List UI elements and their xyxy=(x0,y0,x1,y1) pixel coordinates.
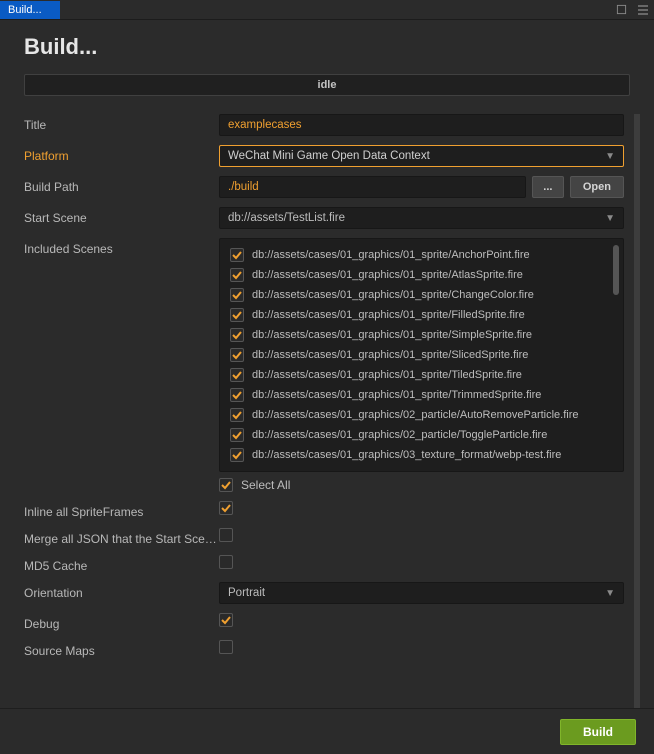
tab-label: Build... xyxy=(8,4,42,16)
scene-item[interactable]: db://assets/cases/01_graphics/01_sprite/… xyxy=(230,245,617,265)
select-all-checkbox[interactable] xyxy=(219,478,233,492)
scene-item-path: db://assets/cases/01_graphics/01_sprite/… xyxy=(252,389,541,401)
label-md5-cache: MD5 Cache xyxy=(24,555,219,573)
md5-cache-checkbox[interactable] xyxy=(219,555,233,569)
scene-item[interactable]: db://assets/cases/01_graphics/01_sprite/… xyxy=(230,345,617,365)
scene-item-path: db://assets/cases/01_graphics/01_sprite/… xyxy=(252,249,530,261)
scene-item-path: db://assets/cases/01_graphics/02_particl… xyxy=(252,429,547,441)
scene-item[interactable]: db://assets/cases/01_graphics/01_sprite/… xyxy=(230,305,617,325)
row-platform: Platform WeChat Mini Game Open Data Cont… xyxy=(24,145,624,167)
titlebar: Build... xyxy=(0,0,654,20)
scene-item[interactable]: db://assets/cases/01_graphics/02_particl… xyxy=(230,405,617,425)
row-included-scenes: Included Scenes db://assets/cases/01_gra… xyxy=(24,238,624,492)
status-bar: idle xyxy=(24,74,630,96)
scene-item[interactable]: db://assets/cases/01_graphics/01_sprite/… xyxy=(230,285,617,305)
open-button[interactable]: Open xyxy=(570,176,624,198)
row-source-maps: Source Maps xyxy=(24,640,624,658)
orientation-value: Portrait xyxy=(228,587,265,599)
title-input[interactable] xyxy=(219,114,624,136)
scene-item-checkbox[interactable] xyxy=(230,268,244,282)
scene-item[interactable]: db://assets/cases/01_graphics/01_sprite/… xyxy=(230,365,617,385)
label-start-scene: Start Scene xyxy=(24,207,219,225)
scene-item-path: db://assets/cases/01_graphics/02_particl… xyxy=(252,409,579,421)
row-start-scene: Start Scene db://assets/TestList.fire ▼ xyxy=(24,207,624,229)
chevron-down-icon: ▼ xyxy=(605,213,615,224)
row-debug: Debug xyxy=(24,613,624,631)
build-window: Build... Build... idle Title Platform We… xyxy=(0,0,654,754)
scene-item-path: db://assets/cases/01_graphics/01_sprite/… xyxy=(252,329,532,341)
debug-checkbox[interactable] xyxy=(219,613,233,627)
scene-item-checkbox[interactable] xyxy=(230,348,244,362)
scene-item-checkbox[interactable] xyxy=(230,288,244,302)
scene-item-checkbox[interactable] xyxy=(230,328,244,342)
row-title: Title xyxy=(24,114,624,136)
browse-button[interactable]: ... xyxy=(532,176,564,198)
row-merge-json: Merge all JSON that the Start Scen... xyxy=(24,528,624,546)
window-tab[interactable]: Build... xyxy=(0,1,60,19)
scene-item-checkbox[interactable] xyxy=(230,428,244,442)
inline-spriteframes-checkbox[interactable] xyxy=(219,501,233,515)
row-inline-spriteframes: Inline all SpriteFrames xyxy=(24,501,624,519)
scene-item-checkbox[interactable] xyxy=(230,248,244,262)
label-debug: Debug xyxy=(24,613,219,631)
build-path-input[interactable] xyxy=(219,176,526,198)
scene-item[interactable]: db://assets/cases/01_graphics/01_sprite/… xyxy=(230,325,617,345)
platform-value: WeChat Mini Game Open Data Context xyxy=(228,150,430,162)
header: Build... xyxy=(0,20,654,70)
source-maps-checkbox[interactable] xyxy=(219,640,233,654)
scene-item-path: db://assets/cases/01_graphics/01_sprite/… xyxy=(252,309,525,321)
scene-item[interactable]: db://assets/cases/01_graphics/02_particl… xyxy=(230,425,617,445)
scene-item[interactable]: db://assets/cases/01_graphics/03_texture… xyxy=(230,445,617,465)
label-build-path: Build Path xyxy=(24,176,219,194)
label-orientation: Orientation xyxy=(24,582,219,600)
scene-item-checkbox[interactable] xyxy=(230,308,244,322)
footer: Build xyxy=(0,708,654,754)
scene-item-path: db://assets/cases/01_graphics/01_sprite/… xyxy=(252,269,523,281)
scene-item-path: db://assets/cases/01_graphics/01_sprite/… xyxy=(252,289,534,301)
select-all-label: Select All xyxy=(241,478,290,492)
chevron-down-icon: ▼ xyxy=(605,588,615,599)
row-md5-cache: MD5 Cache xyxy=(24,555,624,573)
label-title: Title xyxy=(24,114,219,132)
build-button[interactable]: Build xyxy=(560,719,636,745)
label-source-maps: Source Maps xyxy=(24,640,219,658)
chevron-down-icon: ▼ xyxy=(605,151,615,162)
scene-item-path: db://assets/cases/01_graphics/03_texture… xyxy=(252,449,561,461)
scene-scrollbar-thumb[interactable] xyxy=(613,245,619,295)
scene-list: db://assets/cases/01_graphics/01_sprite/… xyxy=(219,238,624,472)
label-merge-json: Merge all JSON that the Start Scen... xyxy=(24,528,219,546)
page-title: Build... xyxy=(24,34,630,60)
form-area: Title Platform WeChat Mini Game Open Dat… xyxy=(24,114,640,708)
scene-item-checkbox[interactable] xyxy=(230,408,244,422)
label-inline-spriteframes: Inline all SpriteFrames xyxy=(24,501,219,519)
label-platform: Platform xyxy=(24,145,219,163)
scene-item-path: db://assets/cases/01_graphics/01_sprite/… xyxy=(252,369,522,381)
platform-select[interactable]: WeChat Mini Game Open Data Context ▼ xyxy=(219,145,624,167)
status-text: idle xyxy=(318,79,337,91)
scene-item[interactable]: db://assets/cases/01_graphics/01_sprite/… xyxy=(230,265,617,285)
scene-item-checkbox[interactable] xyxy=(230,448,244,462)
scene-item[interactable]: db://assets/cases/01_graphics/01_sprite/… xyxy=(230,385,617,405)
scene-item-checkbox[interactable] xyxy=(230,368,244,382)
label-included-scenes: Included Scenes xyxy=(24,238,219,256)
start-scene-value: db://assets/TestList.fire xyxy=(228,212,345,224)
scene-item-checkbox[interactable] xyxy=(230,388,244,402)
popout-icon[interactable] xyxy=(610,0,632,20)
row-build-path: Build Path ... Open xyxy=(24,176,624,198)
scene-scrollbar[interactable] xyxy=(613,245,619,465)
select-all-row: Select All xyxy=(219,478,624,492)
row-orientation: Orientation Portrait ▼ xyxy=(24,582,624,604)
start-scene-select[interactable]: db://assets/TestList.fire ▼ xyxy=(219,207,624,229)
scene-item-path: db://assets/cases/01_graphics/01_sprite/… xyxy=(252,349,528,361)
orientation-select[interactable]: Portrait ▼ xyxy=(219,582,624,604)
menu-icon[interactable] xyxy=(632,0,654,20)
merge-json-checkbox[interactable] xyxy=(219,528,233,542)
